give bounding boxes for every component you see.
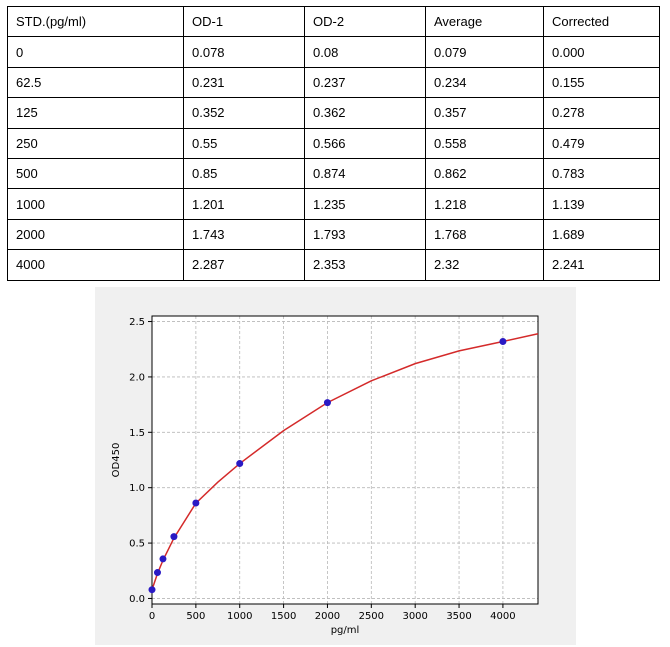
cell-std: 4000 bbox=[7, 249, 184, 281]
cell-corrected: 1.139 bbox=[543, 188, 660, 220]
cell-corrected: 0.155 bbox=[543, 66, 660, 99]
cell-std: 2000 bbox=[7, 218, 184, 251]
table-row: 4000 2.287 2.353 2.32 2.241 bbox=[7, 249, 660, 281]
standard-table: STD.(pg/ml) OD-1 OD-2 Average Corrected … bbox=[7, 5, 660, 281]
table-row: 0 0.078 0.08 0.079 0.000 bbox=[7, 36, 660, 68]
y-tick-label: 2.5 bbox=[129, 317, 145, 328]
plot-frame bbox=[151, 315, 539, 605]
data-point bbox=[159, 555, 167, 563]
x-axis-label: pg/ml bbox=[331, 625, 360, 636]
y-tick-label: 0.0 bbox=[129, 594, 145, 605]
y-tick-label: 2.0 bbox=[129, 372, 145, 383]
cell-od2: 0.362 bbox=[304, 97, 426, 129]
x-tick-label: 500 bbox=[186, 611, 205, 622]
cell-average: 0.079 bbox=[425, 36, 544, 68]
cell-corrected: 0.278 bbox=[543, 97, 660, 129]
data-point bbox=[170, 533, 178, 541]
cell-od2: 0.566 bbox=[304, 127, 426, 159]
standard-curve-chart: 0 500 1000 1500 2000 2500 3000 3500 4000 0.0 0.5 1.… bbox=[111, 315, 539, 636]
cell-od1: 0.352 bbox=[183, 97, 305, 129]
cell-od1: 1.743 bbox=[183, 218, 305, 251]
cell-average: 0.357 bbox=[425, 97, 544, 129]
cell-std: 125 bbox=[7, 97, 184, 129]
cell-corrected: 2.241 bbox=[543, 249, 660, 281]
x-tick-label: 1000 bbox=[227, 611, 252, 622]
cell-std: 1000 bbox=[7, 188, 184, 220]
cell-corrected: 1.689 bbox=[543, 218, 660, 251]
cell-od2: 0.08 bbox=[304, 36, 426, 68]
table-row: 2000 1.743 1.793 1.768 1.689 bbox=[7, 218, 660, 251]
table-row: 500 0.85 0.874 0.862 0.783 bbox=[7, 157, 660, 190]
y-tick-label: 1.5 bbox=[129, 428, 145, 439]
data-point bbox=[499, 337, 507, 345]
x-tick-label: 2500 bbox=[359, 611, 384, 622]
cell-std: 62.5 bbox=[7, 66, 184, 99]
cell-od1: 0.078 bbox=[183, 36, 305, 68]
cell-average: 2.32 bbox=[425, 249, 544, 281]
cell-average: 1.768 bbox=[425, 218, 544, 251]
table-row: 250 0.55 0.566 0.558 0.479 bbox=[7, 127, 660, 159]
cell-od1: 0.55 bbox=[183, 127, 305, 159]
x-tick-label: 2000 bbox=[315, 611, 340, 622]
cell-corrected: 0.000 bbox=[543, 36, 660, 68]
header-od2: OD-2 bbox=[304, 5, 426, 38]
cell-od2: 2.353 bbox=[304, 249, 426, 281]
data-point bbox=[323, 399, 331, 407]
cell-average: 0.862 bbox=[425, 157, 544, 190]
x-tick-label: 3500 bbox=[446, 611, 471, 622]
cell-od2: 1.793 bbox=[304, 218, 426, 251]
data-point bbox=[153, 569, 161, 577]
cell-average: 0.234 bbox=[425, 66, 544, 99]
x-tick-label: 4000 bbox=[490, 611, 515, 622]
y-tick-label: 1.0 bbox=[129, 483, 145, 494]
header-od1: OD-1 bbox=[183, 5, 305, 38]
table-row: 1000 1.201 1.235 1.218 1.139 bbox=[7, 188, 660, 220]
cell-std: 0 bbox=[7, 36, 184, 68]
x-tick-label: 0 bbox=[149, 611, 155, 622]
data-point bbox=[148, 586, 156, 594]
cell-od1: 0.85 bbox=[183, 157, 305, 190]
cell-std: 500 bbox=[7, 157, 184, 190]
cell-od2: 1.235 bbox=[304, 188, 426, 220]
cell-od1: 1.201 bbox=[183, 188, 305, 220]
header-std: STD.(pg/ml) bbox=[7, 5, 184, 38]
x-tick-label: 3000 bbox=[402, 611, 427, 622]
table-row: 125 0.352 0.362 0.357 0.278 bbox=[7, 97, 660, 129]
data-point bbox=[192, 499, 200, 507]
y-axis-label: OD450 bbox=[111, 443, 122, 478]
header-average: Average bbox=[425, 5, 544, 38]
cell-std: 250 bbox=[7, 127, 184, 159]
data-point bbox=[236, 460, 244, 468]
y-tick-label: 0.5 bbox=[129, 539, 145, 550]
table-row: 62.5 0.231 0.237 0.234 0.155 bbox=[7, 66, 660, 99]
x-tick-label: 1500 bbox=[271, 611, 296, 622]
cell-od1: 2.287 bbox=[183, 249, 305, 281]
cell-od2: 0.237 bbox=[304, 66, 426, 99]
chart-panel: 0 500 1000 1500 2000 2500 3000 3500 4000 0.0 0.5 1.… bbox=[95, 287, 576, 645]
table-header-row: STD.(pg/ml) OD-1 OD-2 Average Corrected bbox=[7, 5, 660, 38]
header-corrected: Corrected bbox=[543, 5, 660, 38]
cell-od2: 0.874 bbox=[304, 157, 426, 190]
cell-average: 1.218 bbox=[425, 188, 544, 220]
cell-average: 0.558 bbox=[425, 127, 544, 159]
plot-area bbox=[152, 316, 538, 604]
cell-corrected: 0.783 bbox=[543, 157, 660, 190]
cell-od1: 0.231 bbox=[183, 66, 305, 99]
cell-corrected: 0.479 bbox=[543, 127, 660, 159]
